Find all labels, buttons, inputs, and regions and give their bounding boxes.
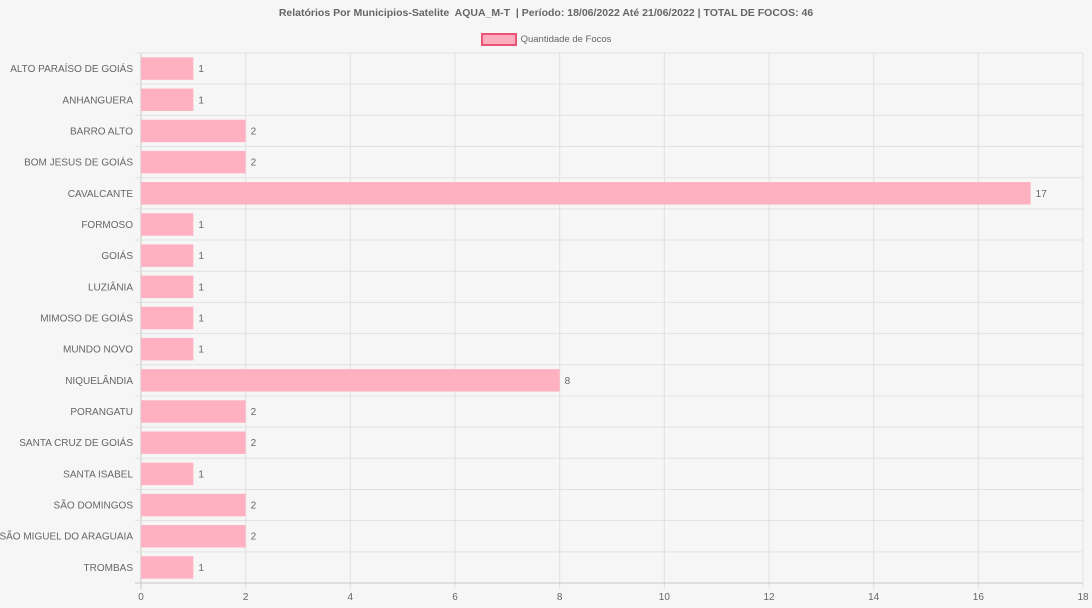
bar-value-label: 1 [198, 469, 204, 480]
x-tick-label: 12 [763, 592, 775, 603]
bar [141, 400, 246, 423]
bar-value-label: 2 [251, 532, 257, 543]
bar-value-label: 1 [198, 282, 204, 293]
bar [141, 275, 194, 299]
y-category-label: SÃO MIGUEL DO ARAGUAIA [0, 530, 133, 543]
bar [141, 369, 560, 392]
bar [141, 493, 246, 517]
bar [141, 213, 194, 236]
x-tick-label: 2 [243, 592, 249, 603]
bar [141, 556, 194, 579]
x-tick-label: 10 [659, 592, 671, 603]
y-category-label: GOIÁS [101, 249, 133, 262]
bar-value-label: 1 [198, 220, 204, 231]
bar-value-label: 8 [565, 376, 571, 387]
y-category-label: MIMOSO DE GOIÁS [40, 312, 133, 325]
bar [141, 119, 246, 143]
y-category-label: LUZIÂNIA [88, 280, 133, 293]
y-category-label: ANHANGUERA [62, 95, 133, 106]
y-category-label: SANTA CRUZ DE GOIÁS [19, 436, 133, 449]
bar-value-label: 2 [251, 126, 257, 137]
x-tick-label: 0 [138, 592, 144, 603]
x-tick-label: 18 [1077, 592, 1089, 603]
chart-legend[interactable]: Quantidade de Focos [0, 33, 1092, 46]
bar-value-label: 1 [198, 251, 204, 262]
bar-value-label: 1 [198, 64, 204, 75]
y-category-label: CAVALCANTE [68, 189, 134, 200]
legend-label: Quantidade de Focos [520, 34, 612, 45]
bar-value-label: 1 [198, 345, 204, 356]
bar-value-label: 2 [251, 438, 257, 449]
bar-value-label: 2 [251, 158, 257, 169]
bar [141, 525, 246, 548]
bar-value-label: 2 [251, 501, 257, 512]
bar-value-label: 1 [198, 563, 204, 574]
bar [141, 431, 246, 454]
x-tick-label: 6 [452, 592, 458, 603]
y-category-label: TROMBAS [84, 563, 134, 574]
bar [141, 337, 194, 361]
x-tick-label: 16 [973, 592, 985, 603]
y-category-label: BARRO ALTO [70, 126, 133, 137]
x-tick-label: 4 [348, 592, 354, 603]
bar-value-label: 17 [1036, 189, 1048, 200]
bar [141, 150, 246, 174]
chart-title: Relatórios Por Municipios-Satelite AQUA_… [278, 7, 814, 19]
y-category-label: SANTA ISABEL [63, 469, 133, 480]
bar [141, 88, 194, 111]
bar [141, 57, 194, 80]
bar [141, 182, 1031, 205]
legend-swatch [480, 33, 517, 46]
x-tick-label: 8 [557, 592, 563, 603]
y-category-label: NIQUELÂNDIA [65, 374, 133, 387]
y-category-label: ALTO PARAÍSO DE GOIÁS [10, 62, 133, 75]
y-category-label: BOM JESUS DE GOIÁS [24, 156, 133, 169]
bar [141, 244, 194, 267]
y-category-label: FORMOSO [81, 220, 133, 231]
y-category-label: PORANGATU [70, 407, 133, 418]
bar [141, 462, 194, 486]
bar-value-label: 2 [251, 407, 257, 418]
x-tick-label: 14 [868, 592, 880, 603]
bar-value-label: 1 [198, 95, 204, 106]
y-category-label: MUNDO NOVO [63, 345, 133, 356]
bar [141, 306, 194, 330]
bar-value-label: 1 [198, 314, 204, 325]
y-category-label: SÃO DOMINGOS [54, 499, 134, 512]
